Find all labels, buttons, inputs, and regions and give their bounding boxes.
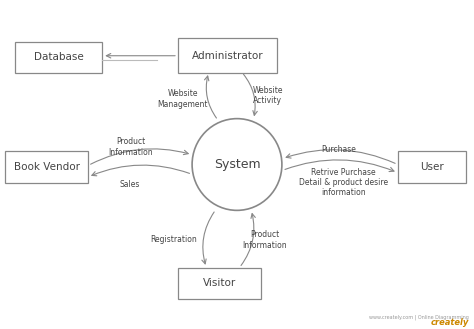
FancyBboxPatch shape (398, 151, 466, 183)
Ellipse shape (192, 119, 282, 210)
FancyBboxPatch shape (178, 268, 261, 299)
Text: www.creately.com | Online Diagramming: www.creately.com | Online Diagramming (369, 315, 469, 320)
FancyBboxPatch shape (15, 42, 102, 73)
FancyBboxPatch shape (178, 38, 277, 73)
Text: System: System (214, 158, 260, 171)
Text: Product
Information: Product Information (109, 138, 153, 157)
Text: Website
Management: Website Management (157, 89, 208, 109)
FancyBboxPatch shape (5, 151, 88, 183)
Text: User: User (420, 162, 444, 172)
Text: Retrive Purchase
Detail & product desire
information: Retrive Purchase Detail & product desire… (299, 167, 388, 197)
Text: creately: creately (430, 318, 469, 327)
Text: Book Vendor: Book Vendor (14, 162, 80, 172)
Text: Registration: Registration (150, 235, 197, 244)
Text: Sales: Sales (119, 180, 140, 189)
Text: Database: Database (34, 52, 83, 62)
Text: Visitor: Visitor (203, 278, 236, 288)
Text: Purchase: Purchase (321, 145, 356, 154)
Text: Product
Information: Product Information (242, 230, 287, 250)
Text: Administrator: Administrator (192, 51, 264, 61)
Text: Website
Activity: Website Activity (253, 86, 283, 105)
